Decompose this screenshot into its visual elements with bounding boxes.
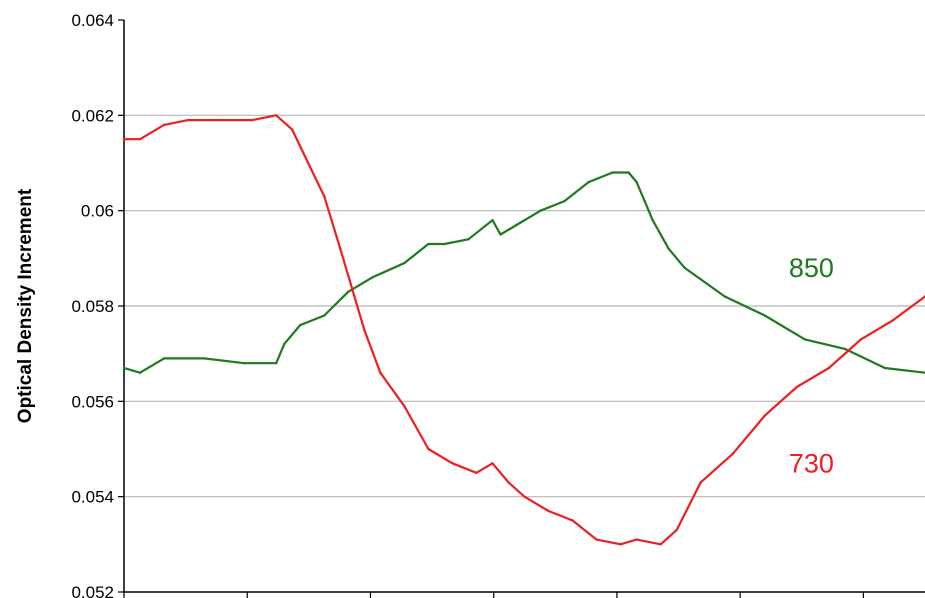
- data-point: [467, 238, 470, 241]
- data-point: [619, 543, 622, 546]
- data-point: [651, 219, 654, 222]
- data-point: [699, 481, 702, 484]
- data-point: [371, 276, 374, 279]
- series-annotations: 850 730: [789, 253, 834, 478]
- data-point: [299, 323, 302, 327]
- data-point: [162, 357, 166, 360]
- data-point: [323, 314, 326, 317]
- data-point: [587, 180, 590, 184]
- data-point: [763, 414, 766, 417]
- data-point: [403, 404, 406, 408]
- data-point: [122, 137, 126, 141]
- data-point: [138, 137, 142, 141]
- series-lines: [122, 114, 925, 546]
- data-point: [827, 366, 831, 370]
- data-point: [611, 171, 614, 174]
- data-point: [491, 462, 494, 465]
- data-point: [363, 328, 366, 332]
- data-point: [539, 209, 542, 212]
- data-point: [202, 357, 206, 360]
- data-point: [731, 452, 734, 455]
- series-line-730: [122, 114, 925, 546]
- data-point: [723, 295, 726, 298]
- data-point: [667, 247, 670, 250]
- data-point: [218, 118, 222, 122]
- data-point: [427, 242, 430, 246]
- data-point: [499, 233, 502, 236]
- y-axis-title: Optical Density Increment: [15, 188, 36, 423]
- y-tick-label: 0.06: [81, 202, 114, 221]
- data-point: [323, 195, 326, 198]
- data-point: [379, 371, 382, 374]
- data-point: [507, 481, 510, 484]
- data-point: [659, 543, 662, 546]
- data-point: [291, 128, 294, 131]
- data-point: [563, 199, 566, 203]
- data-point: [859, 338, 863, 341]
- data-point: [347, 290, 350, 293]
- x-ticks: [123, 592, 864, 598]
- data-point: [451, 462, 454, 465]
- data-point: [274, 114, 278, 117]
- data-point: [763, 314, 766, 317]
- gridlines: [124, 114, 925, 498]
- data-point: [475, 471, 478, 475]
- data-point: [242, 362, 246, 365]
- data-point: [138, 371, 142, 374]
- data-point: [427, 447, 430, 451]
- data-point: [523, 495, 526, 498]
- data-point: [571, 519, 574, 522]
- y-tick-label: 0.064: [71, 11, 114, 30]
- y-tick-label: 0.052: [71, 583, 114, 598]
- data-point: [491, 219, 494, 222]
- data-point: [122, 366, 126, 370]
- y-tick-label: 0.062: [71, 106, 114, 125]
- data-point: [403, 261, 406, 265]
- data-point: [627, 171, 630, 174]
- y-tick-labels: 0.064 0.062 0.06 0.058 0.056 0.054 0.052: [71, 11, 124, 598]
- data-point: [339, 247, 342, 250]
- data-point: [186, 118, 190, 122]
- data-point: [443, 242, 446, 246]
- data-point: [635, 538, 638, 541]
- data-point: [307, 161, 310, 165]
- series-label-850: 850: [789, 253, 834, 283]
- y-tick-label: 0.056: [71, 392, 114, 411]
- data-point: [547, 509, 550, 513]
- data-point: [883, 366, 887, 370]
- data-point: [250, 118, 254, 122]
- y-tick-label: 0.058: [71, 297, 114, 316]
- series-label-730: 730: [789, 448, 834, 478]
- data-point: [891, 319, 895, 322]
- data-point: [803, 338, 807, 341]
- data-point: [795, 385, 799, 389]
- data-point: [595, 538, 598, 541]
- data-point: [683, 266, 686, 270]
- data-point: [283, 342, 286, 346]
- data-point: [843, 347, 847, 351]
- data-point: [162, 123, 166, 127]
- data-point: [635, 180, 638, 184]
- data-point: [675, 528, 678, 532]
- data-point: [274, 362, 278, 365]
- data-point: [515, 223, 518, 227]
- y-tick-label: 0.054: [71, 488, 114, 507]
